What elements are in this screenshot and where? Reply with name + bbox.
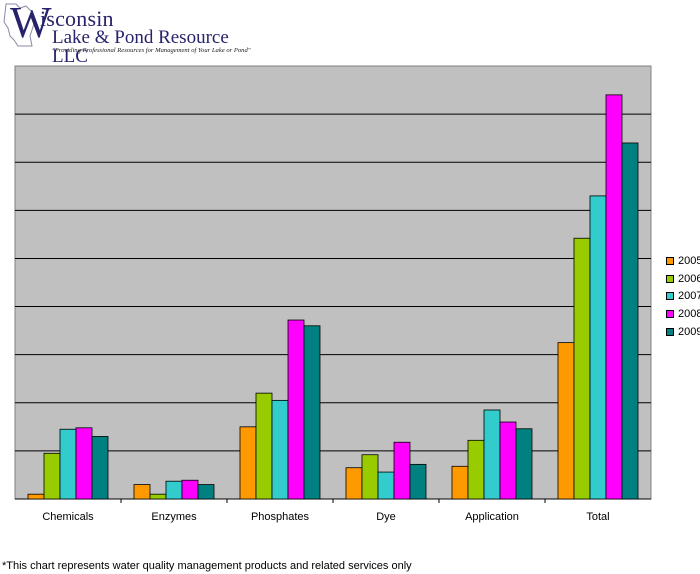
bar	[271, 399, 289, 500]
bar	[451, 465, 469, 500]
legend-item: 2009	[666, 323, 700, 341]
logo-tagline: "Providing Professional Resources for Ma…	[52, 47, 251, 54]
legend-item: 2006	[666, 270, 700, 288]
legend-swatch	[666, 274, 674, 283]
bar	[345, 467, 363, 500]
chart-legend: 2005 2006 2007 2008 2009	[666, 252, 700, 341]
logo-subtitle: Lake & Pond Resource LLC	[52, 27, 229, 67]
bar	[287, 319, 305, 500]
bar	[27, 493, 45, 500]
bar	[573, 237, 591, 500]
bar	[239, 426, 257, 500]
bar	[91, 436, 109, 500]
legend-label: 2005	[678, 254, 700, 267]
legend-swatch	[666, 256, 674, 265]
bar	[393, 441, 411, 500]
bar	[75, 427, 93, 500]
x-tick-label: Total	[586, 511, 609, 523]
legend-item: 2005	[666, 252, 700, 270]
logo-initial: W	[10, 0, 52, 47]
bar	[255, 392, 273, 500]
bar	[149, 493, 167, 500]
legend-swatch	[666, 310, 674, 319]
x-tick-label: Dye	[376, 511, 396, 523]
bar	[377, 471, 395, 500]
bar	[361, 454, 379, 500]
bar	[197, 484, 215, 500]
bar	[165, 480, 183, 500]
bar	[499, 421, 517, 500]
x-tick-label: Phosphates	[251, 511, 310, 523]
bar	[483, 409, 501, 500]
logo-name: isconsin	[40, 6, 114, 31]
bar	[133, 484, 151, 500]
x-tick-label: Enzymes	[151, 511, 197, 523]
company-logo: W isconsin Lake & Pond Resource LLC "Pro…	[0, 0, 251, 66]
bar	[59, 428, 77, 500]
legend-swatch	[666, 292, 674, 301]
legend-label: 2007	[678, 290, 700, 303]
legend-label: 2008	[678, 308, 700, 321]
bar	[303, 325, 321, 500]
legend-swatch	[666, 328, 674, 337]
x-tick-label: Application	[465, 511, 519, 523]
bar	[589, 195, 607, 500]
bar	[621, 142, 639, 500]
bar	[557, 342, 575, 500]
wisconsin-map-outline-icon	[3, 3, 35, 47]
legend-label: 2006	[678, 272, 700, 285]
x-tick-label: Chemicals	[42, 511, 94, 523]
plot-area	[14, 65, 652, 500]
bar	[409, 463, 427, 500]
chart-footnote: *This chart represents water quality man…	[2, 560, 412, 572]
bar	[515, 428, 533, 500]
bar	[467, 439, 485, 500]
legend-item: 2008	[666, 305, 700, 323]
bar	[181, 479, 199, 500]
bar	[605, 94, 623, 500]
bar	[43, 452, 61, 500]
legend-item: 2007	[666, 288, 700, 306]
legend-label: 2009	[678, 326, 700, 339]
